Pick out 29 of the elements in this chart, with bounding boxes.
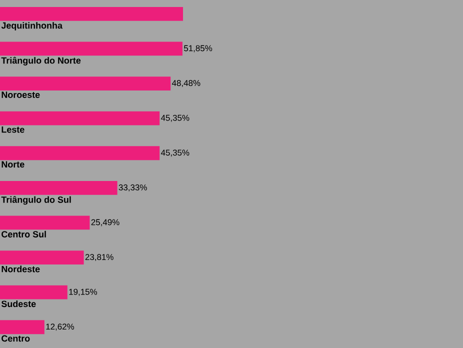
y-tick-label: Jequitinhonha: [1, 22, 63, 30]
data-label: 33,33%: [118, 184, 147, 192]
data-label: 23,81%: [85, 254, 114, 262]
data-label: 51,85%: [184, 45, 212, 52]
bar: [0, 42, 182, 56]
data-label: 45,35%: [160, 114, 190, 122]
y-tick-label: Triângulo do Sul: [1, 196, 71, 205]
data-label: 25,49%: [91, 219, 120, 226]
y-tick-label: Centro Sul: [2, 230, 46, 238]
y-tick-label: Noroeste: [2, 92, 40, 98]
data-label: 12,62%: [46, 324, 74, 331]
y-tick-label: Leste: [2, 126, 24, 133]
bar: [0, 320, 44, 334]
bar: [0, 6, 184, 21]
data-label: 48,48%: [172, 80, 200, 88]
bar: [0, 285, 68, 300]
data-label: 45,35%: [160, 150, 190, 157]
y-tick-label: Sudeste: [1, 300, 36, 308]
bar: [0, 76, 171, 90]
bar: [0, 111, 160, 126]
bar: [0, 180, 118, 195]
data-label: 19,15%: [69, 288, 98, 296]
bar: [0, 216, 90, 230]
y-tick-label: Centro: [2, 335, 30, 342]
y-tick-label: Norte: [2, 161, 24, 168]
y-tick-label: Nordeste: [2, 266, 40, 272]
y-tick-label: Triângulo do Norte: [1, 56, 81, 66]
bar: [0, 250, 84, 264]
bar: [0, 146, 160, 160]
